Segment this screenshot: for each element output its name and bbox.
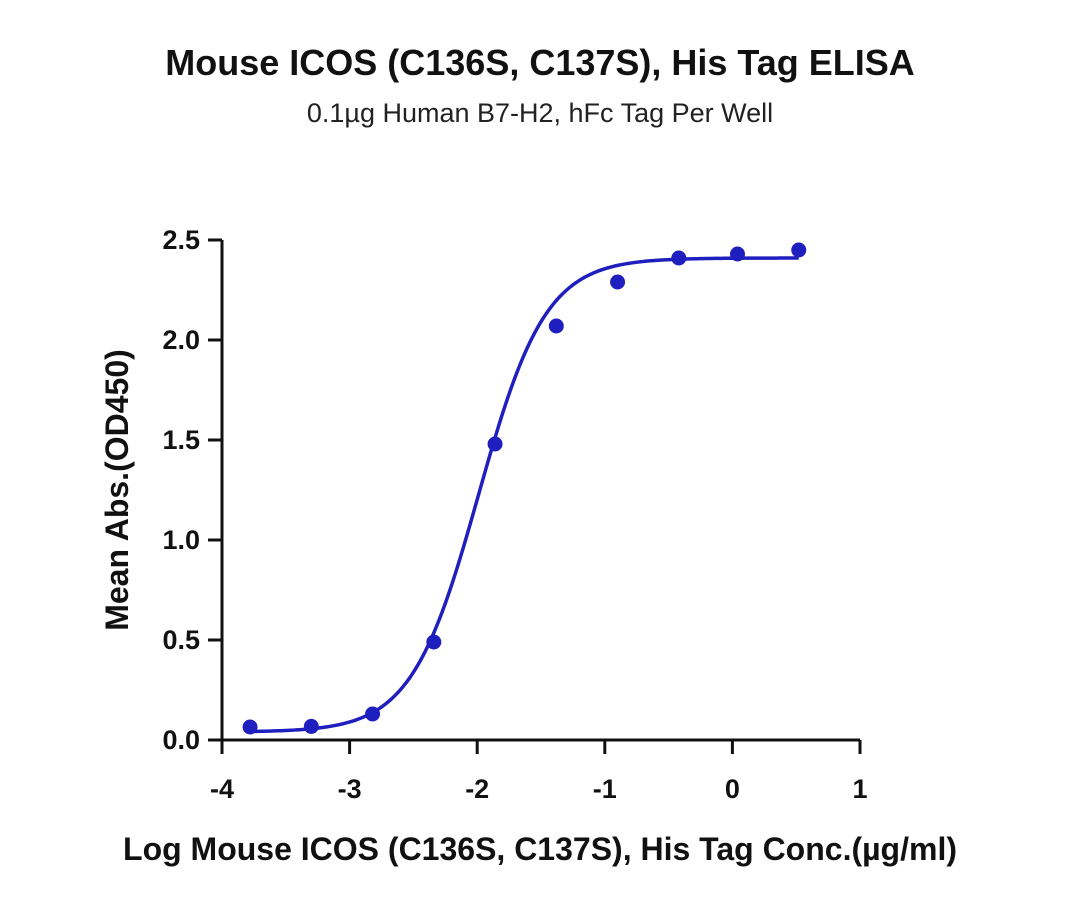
x-tick-label: 0 (725, 774, 740, 804)
data-point (487, 436, 503, 452)
y-tick-label: 1.0 (162, 525, 200, 555)
data-point (365, 706, 381, 722)
y-tick-label: 0.0 (162, 725, 200, 755)
data-point (303, 718, 319, 734)
fit-curve (250, 256, 799, 734)
data-point (730, 246, 746, 262)
data-point (671, 250, 687, 266)
x-tick-label: 1 (852, 774, 867, 804)
data-point (242, 719, 258, 735)
y-tick-label: 2.0 (162, 325, 200, 355)
data-points (242, 242, 807, 735)
chart-title: Mouse ICOS (C136S, C137S), His Tag ELISA (165, 42, 915, 83)
axes (220, 240, 860, 742)
data-point (548, 318, 564, 334)
y-tick-label: 0.5 (162, 625, 200, 655)
x-tick-label: -3 (338, 774, 362, 804)
x-tick-label: -2 (465, 774, 489, 804)
y-axis-label: Mean Abs.(OD450) (99, 349, 135, 631)
x-tick-label: -4 (210, 774, 234, 804)
fit-curve-group (250, 256, 799, 734)
data-point (791, 242, 807, 258)
x-axis-label: Log Mouse ICOS (C136S, C137S), His Tag C… (123, 831, 957, 867)
chart-subtitle: 0.1µg Human B7-H2, hFc Tag Per Well (306, 98, 774, 128)
y-tick-label: 2.5 (162, 225, 200, 255)
data-point (426, 634, 442, 650)
data-point (610, 274, 626, 290)
y-tick-label: 1.5 (162, 425, 200, 455)
ticks: 0.0 0.5 1.0 1.5 2.0 2.5 -4 -3 -2 -1 0 1 (162, 225, 867, 804)
x-tick-label: -1 (593, 774, 617, 804)
